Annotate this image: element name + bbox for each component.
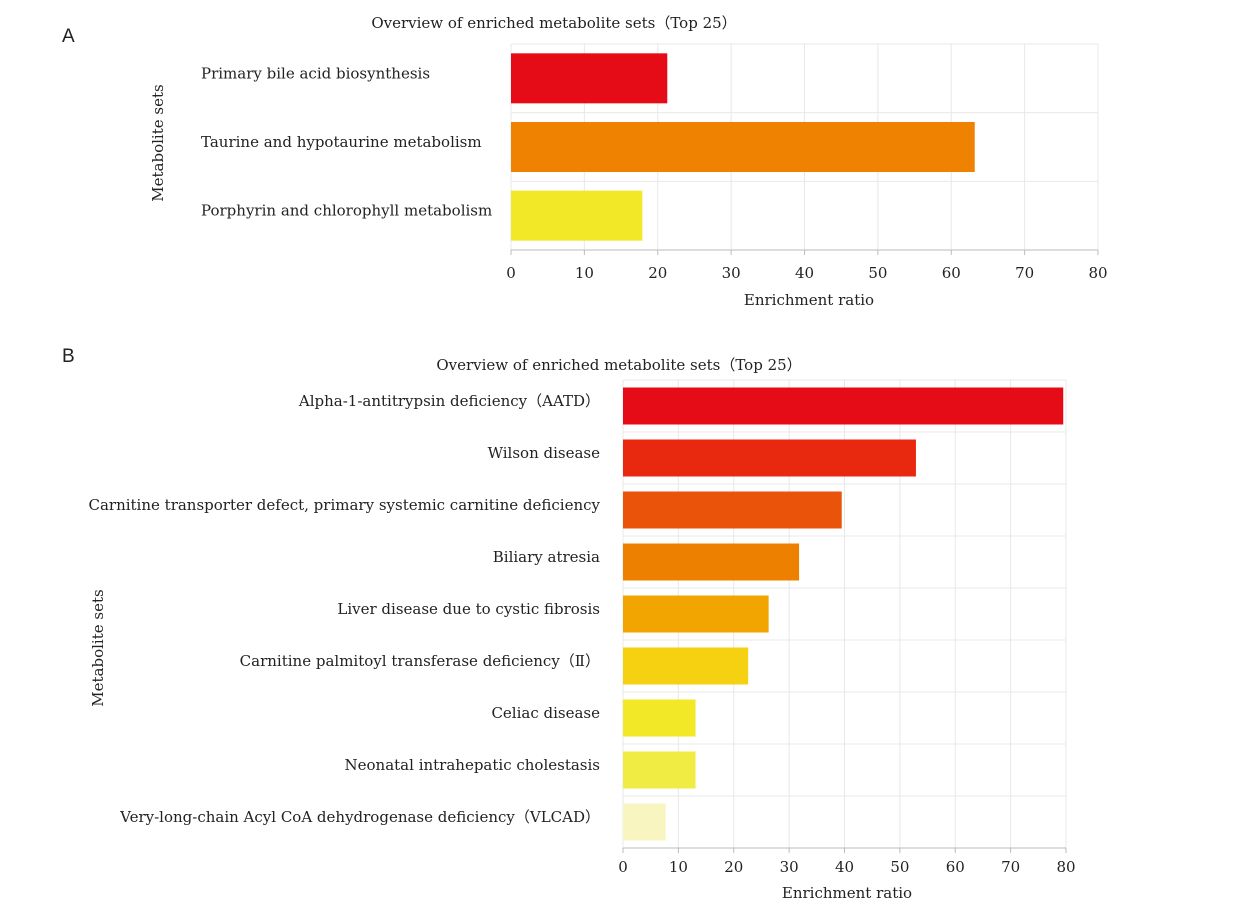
- panel-b-bar: [623, 491, 842, 529]
- panel-b-category-labels: Alpha-1-antitrypsin deficiency（AATD） Wils…: [88, 392, 600, 826]
- panel-a-bar: [511, 190, 643, 241]
- panel-b-bar: [623, 803, 666, 841]
- panel-b: B Overview of enriched metabolite sets（T…: [62, 346, 1076, 902]
- panel-b-category-label: Biliary atresia: [493, 548, 600, 566]
- panel-b-bar: [623, 595, 769, 633]
- panel-b-x-axis-label: Enrichment ratio: [782, 884, 912, 902]
- panel-b-tick-label: 20: [724, 858, 743, 876]
- panel-b-bar: [623, 439, 916, 477]
- panel-a-category-labels: Primary bile acid biosynthesis Taurine an…: [201, 64, 492, 219]
- panel-a-category-label: Porphyrin and chlorophyll metabolism: [201, 202, 492, 220]
- panel-a-tick-label: 20: [648, 264, 667, 282]
- panel-a-category-label: Primary bile acid biosynthesis: [201, 64, 430, 82]
- panel-b-y-axis-label: Metabolite sets: [89, 589, 107, 706]
- panel-a: A Overview of enriched metabolite sets（T…: [62, 14, 1108, 309]
- panel-b-category-label: Very-long-chain Acyl CoA dehydrogenase d…: [119, 808, 600, 826]
- panel-a-bar: [511, 122, 975, 172]
- panel-b-tick-label: 50: [890, 858, 909, 876]
- panel-a-tick-label: 30: [722, 264, 741, 282]
- panel-a-bars: [511, 53, 975, 241]
- panel-a-tick-label: 70: [1015, 264, 1034, 282]
- panel-b-category-label: Alpha-1-antitrypsin deficiency（AATD）: [298, 392, 600, 410]
- panel-b-title: Overview of enriched metabolite sets（Top…: [436, 356, 801, 374]
- panel-b-tick-label: 0: [618, 858, 628, 876]
- panel-a-x-axis-label: Enrichment ratio: [744, 291, 874, 309]
- panel-a-tick-label: 50: [868, 264, 887, 282]
- panel-a-bar: [511, 53, 668, 104]
- panel-b-bar: [623, 647, 749, 685]
- panel-a-tick-label: 80: [1088, 264, 1107, 282]
- panel-b-letter: B: [62, 346, 75, 367]
- panel-b-tick-label: 10: [669, 858, 688, 876]
- panel-b-category-label: Carnitine palmitoyl transferase deficien…: [240, 652, 600, 670]
- panel-b-bar: [623, 751, 696, 789]
- panel-b-tick-label: 30: [780, 858, 799, 876]
- panel-a-tick-label: 40: [795, 264, 814, 282]
- panel-b-bar: [623, 387, 1064, 425]
- panel-b-bars: [623, 387, 1064, 841]
- panel-b-tick-label: 60: [946, 858, 965, 876]
- panel-b-tick-label: 80: [1056, 858, 1075, 876]
- panel-b-category-label: Wilson disease: [488, 444, 601, 462]
- panel-b-bar: [623, 699, 696, 737]
- panel-a-category-label: Taurine and hypotaurine metabolism: [201, 133, 482, 151]
- panel-b-category-label: Liver disease due to cystic fibrosis: [337, 600, 600, 618]
- panel-b-category-label: Neonatal intrahepatic cholestasis: [345, 756, 600, 774]
- panel-b-x-ticks: 0 10 20 30 40 50 60 70 80: [618, 847, 1076, 876]
- panel-b-tick-label: 70: [1001, 858, 1020, 876]
- panel-b-category-label: Celiac disease: [491, 704, 600, 722]
- panel-a-tick-label: 0: [506, 264, 516, 282]
- panel-b-tick-label: 40: [835, 858, 854, 876]
- panel-b-category-label: Carnitine transporter defect, primary sy…: [88, 496, 600, 514]
- panel-a-tick-label: 60: [942, 264, 961, 282]
- panel-a-tick-label: 10: [575, 264, 594, 282]
- panel-a-title: Overview of enriched metabolite sets（Top…: [371, 14, 736, 32]
- panel-a-y-axis-label: Metabolite sets: [149, 84, 167, 201]
- panel-a-letter: A: [62, 26, 75, 47]
- panel-a-x-ticks: 0 10 20 30 40 50 60 70 80: [506, 249, 1108, 282]
- panel-b-bar: [623, 543, 800, 581]
